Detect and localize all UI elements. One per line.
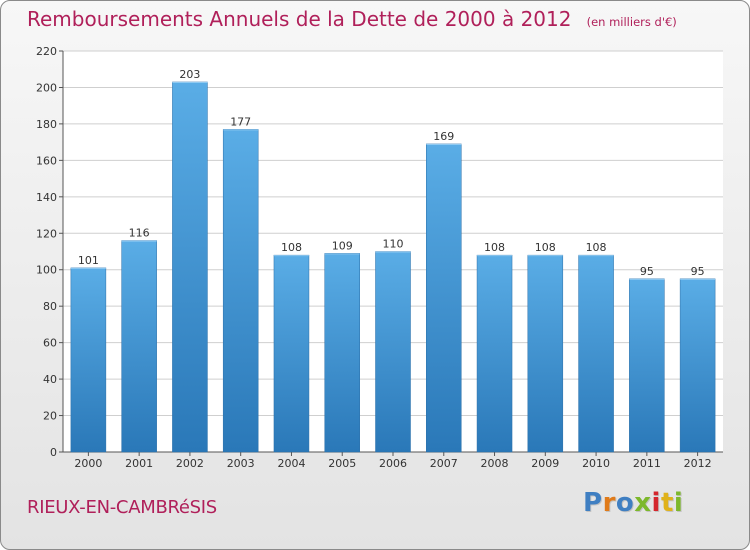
bar-2003[interactable] (222, 129, 259, 453)
chart-title-block: Remboursements Annuels de la Dette de 20… (27, 7, 677, 31)
logo-letter: x (634, 488, 652, 518)
x-tick-label: 2008 (481, 457, 509, 470)
x-tick-label: 2007 (430, 457, 458, 470)
logo-letter: P (583, 488, 603, 518)
labels: 0 20 40 60 80 100 120 140 160 180 200 220 101 2000 116… (36, 45, 712, 470)
data-label: 101 (78, 254, 99, 267)
bar-2005[interactable] (324, 253, 360, 453)
y-tick-label: 220 (36, 45, 57, 58)
x-tick-label: 2004 (277, 457, 305, 470)
data-label: 110 (383, 238, 404, 251)
data-label: 108 (535, 241, 556, 254)
y-tick-label: 100 (36, 264, 57, 277)
data-label: 108 (484, 241, 505, 254)
y-tick-label: 200 (36, 81, 57, 94)
y-tick-label: 120 (36, 227, 57, 240)
x-tick-label: 2011 (633, 457, 661, 470)
commune-name: RIEUX-EN-CAMBRéSIS (27, 497, 217, 518)
data-label: 169 (433, 130, 454, 143)
y-tick-label: 20 (43, 410, 57, 423)
data-label: 116 (129, 227, 150, 240)
y-tick-label: 40 (43, 373, 57, 386)
bar-2009[interactable] (527, 254, 564, 453)
data-label: 109 (332, 239, 353, 252)
chart-title: Remboursements Annuels de la Dette de 20… (27, 7, 572, 31)
y-tick-label: 0 (50, 446, 57, 459)
x-tick-label: 2000 (74, 457, 102, 470)
y-tick-label: 80 (43, 300, 57, 313)
proxiti-logo[interactable]: Proxiti (583, 488, 683, 518)
data-label: 203 (179, 68, 200, 81)
x-tick-label: 2009 (531, 457, 559, 470)
bar-2008[interactable] (476, 254, 513, 453)
y-tick-label: 60 (43, 337, 57, 350)
data-label: 108 (586, 241, 607, 254)
bar-2012[interactable] (679, 278, 716, 453)
x-tick-label: 2012 (684, 457, 712, 470)
y-tick-label: 140 (36, 191, 57, 204)
data-label: 108 (281, 241, 302, 254)
logo-letter: r (602, 488, 616, 518)
y-tick-label: 160 (36, 154, 57, 167)
x-tick-label: 2006 (379, 457, 407, 470)
bar-2007[interactable] (426, 143, 462, 453)
bar-2002[interactable] (172, 81, 208, 453)
bar-2001[interactable] (121, 240, 157, 453)
logo-letter: o (615, 488, 635, 518)
data-label: 95 (691, 265, 705, 278)
bars (70, 81, 716, 453)
x-tick-label: 2001 (125, 457, 153, 470)
logo-letter: t (660, 488, 674, 518)
x-tick-label: 2002 (176, 457, 204, 470)
x-tick-label: 2003 (227, 457, 255, 470)
logo-letter: i (673, 488, 684, 518)
x-tick-label: 2010 (582, 457, 610, 470)
data-label: 95 (640, 265, 654, 278)
chart-subtitle: (en milliers d'€) (586, 15, 677, 29)
logo-letter: i (651, 488, 661, 518)
x-tick-label: 2005 (328, 457, 356, 470)
y-tick-label: 180 (36, 118, 57, 131)
bar-2010[interactable] (578, 254, 614, 453)
data-label: 177 (230, 115, 251, 128)
bar-2000[interactable] (70, 267, 107, 453)
bar-2011[interactable] (629, 278, 665, 453)
bar-2004[interactable] (273, 254, 310, 453)
bar-2006[interactable] (375, 251, 411, 453)
